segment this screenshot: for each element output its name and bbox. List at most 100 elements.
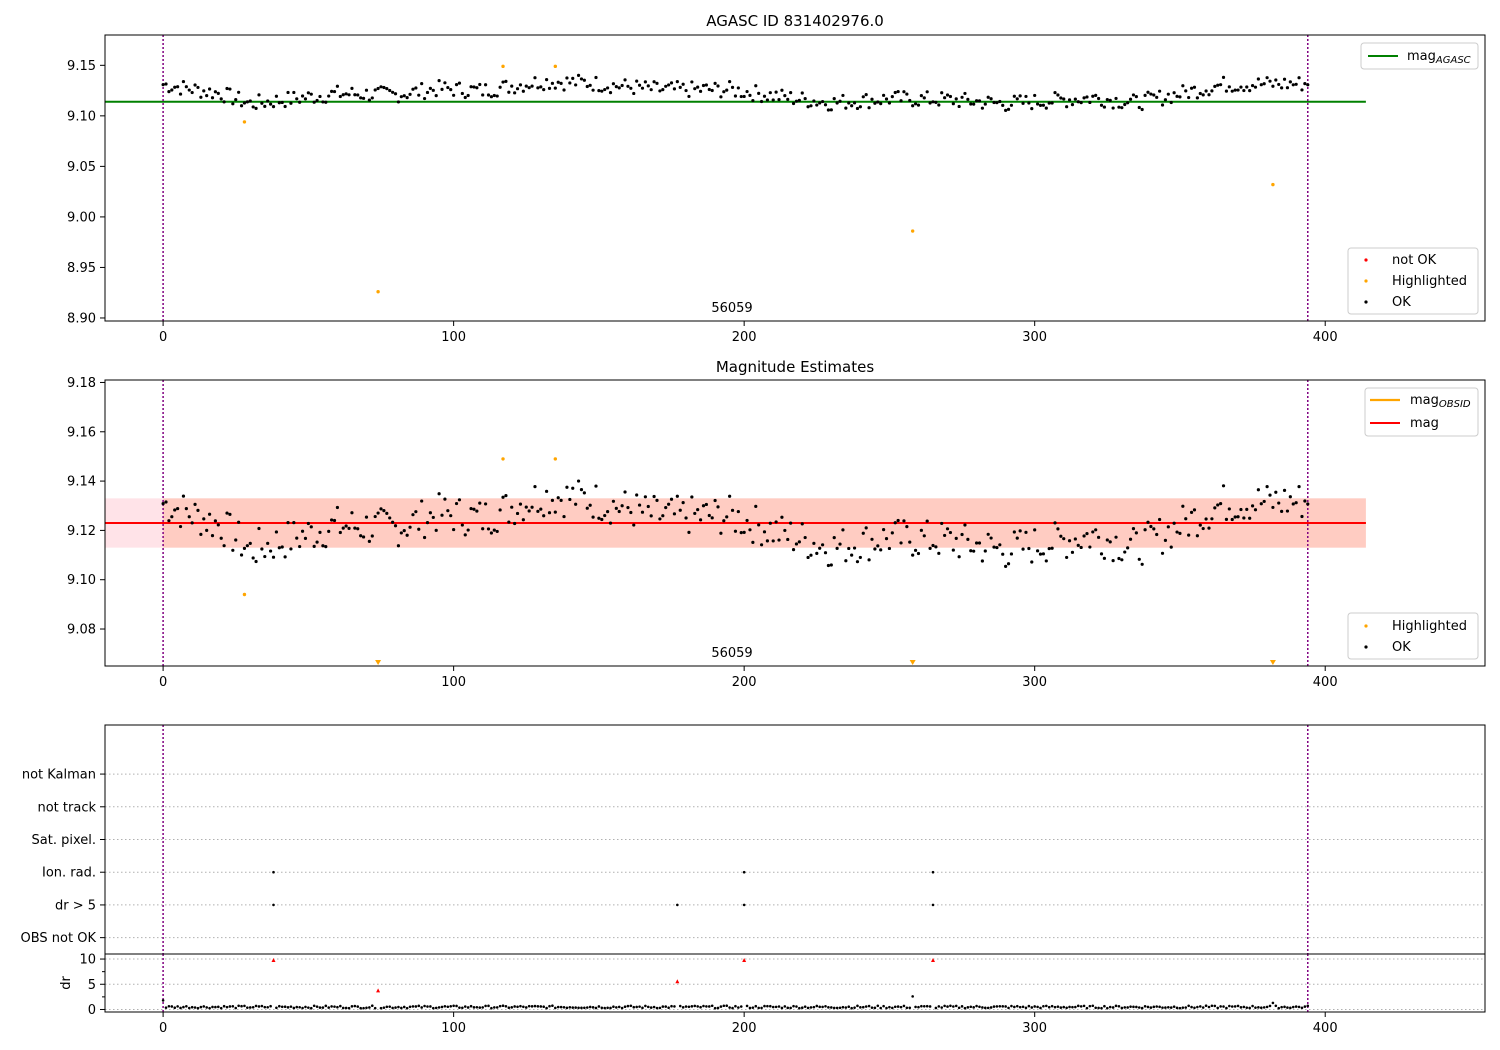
ok-point <box>600 89 604 93</box>
ok-point <box>1198 523 1202 527</box>
ok-point <box>440 513 444 517</box>
dr-point <box>551 1004 554 1008</box>
ok-point <box>983 549 987 553</box>
ok-point <box>829 108 833 112</box>
ok-point <box>271 105 276 109</box>
dr-panel: dr 0 100 200 300 400 0 5 10 <box>59 953 1486 1036</box>
ok-point <box>367 98 371 102</box>
ok-point <box>283 555 287 559</box>
ok-point <box>547 511 552 515</box>
ok-point <box>562 514 566 519</box>
flag-category-label: OBS not OK <box>21 931 97 946</box>
dr-point <box>1071 1005 1074 1009</box>
dr-point <box>1158 1005 1161 1009</box>
ok-point <box>411 87 415 91</box>
ok-point <box>608 521 613 525</box>
dr-point <box>1297 1005 1301 1009</box>
ok-point <box>457 81 462 85</box>
ok-point <box>606 86 610 90</box>
ok-point <box>190 521 194 525</box>
dr-point <box>280 1005 284 1009</box>
ok-point <box>382 508 386 513</box>
ok-point <box>330 518 334 522</box>
y-tick-label: 9.10 <box>67 573 96 588</box>
highlighted-point <box>553 457 558 461</box>
ok-point <box>257 93 261 97</box>
ok-point <box>1059 534 1063 538</box>
ok-point <box>1233 88 1237 92</box>
dr-point <box>481 1006 484 1009</box>
ok-point <box>1009 103 1014 107</box>
ok-point <box>1239 507 1243 512</box>
ok-point <box>789 521 793 525</box>
ok-point <box>335 84 340 88</box>
ok-point <box>591 88 595 92</box>
ok-point <box>646 84 650 88</box>
ok-point <box>1091 530 1095 534</box>
ok-point <box>597 89 601 93</box>
dr-point <box>1172 1005 1176 1008</box>
ok-point <box>1027 101 1031 105</box>
ok-point <box>1149 524 1153 529</box>
dr-point <box>1137 1006 1141 1009</box>
dr-point <box>1024 1006 1028 1010</box>
agasc-panel: AGASC ID 831402976.0 56059 0 100 200 300 400… <box>67 12 1486 345</box>
ok-point <box>652 494 656 499</box>
dr-point <box>1294 1005 1298 1008</box>
dr-point <box>536 1005 540 1008</box>
ok-point <box>940 521 944 526</box>
ok-point <box>489 95 493 99</box>
ok-point <box>1006 562 1011 566</box>
ok-point <box>1189 510 1194 514</box>
dr-point <box>600 1006 604 1010</box>
dr-point <box>960 1005 964 1008</box>
ok-point <box>582 491 586 495</box>
dr-point <box>780 1006 784 1010</box>
ok-point <box>536 86 540 90</box>
ok-point <box>684 516 688 520</box>
ok-point <box>861 95 865 99</box>
ok-point <box>1047 546 1051 551</box>
ok-point <box>1123 102 1127 107</box>
ok-point <box>562 88 566 92</box>
dr-point <box>748 1006 752 1010</box>
ok-point <box>1248 89 1252 93</box>
dr-point <box>1047 1005 1051 1009</box>
ok-point <box>905 92 909 96</box>
ok-point <box>510 84 514 88</box>
agasc-annotation: 56059 <box>711 301 752 316</box>
ok-point <box>1120 106 1124 110</box>
ok-point <box>1224 89 1229 93</box>
dr-point <box>397 1005 400 1009</box>
dr-outlier <box>675 979 680 984</box>
dr-point <box>635 1005 638 1009</box>
ok-point <box>364 88 369 92</box>
legend-highlighted: Highlighted <box>1392 274 1467 289</box>
ok-point <box>178 524 183 529</box>
ok-point <box>748 528 752 532</box>
dr-point <box>658 1006 662 1010</box>
ok-point <box>460 91 464 96</box>
ok-point <box>234 538 238 542</box>
ok-point <box>655 81 659 85</box>
ok-point <box>852 101 857 105</box>
ok-point <box>245 544 249 548</box>
ok-point <box>707 513 711 518</box>
dr-point <box>861 1005 865 1009</box>
ok-point <box>498 508 502 512</box>
ok-point <box>1067 98 1072 102</box>
ok-point <box>1158 89 1162 93</box>
ok-point <box>1035 549 1040 553</box>
ok-point <box>998 99 1002 104</box>
ok-point <box>1155 532 1159 537</box>
x-tick-label: 0 <box>159 675 167 690</box>
ok-point <box>457 498 462 502</box>
ok-point <box>1248 516 1252 520</box>
ok-point <box>1297 485 1301 489</box>
ok-point <box>762 94 767 98</box>
dr-point <box>891 1006 894 1010</box>
dr-point <box>952 1005 955 1008</box>
ok-point <box>202 517 206 521</box>
ok-point <box>751 98 755 103</box>
